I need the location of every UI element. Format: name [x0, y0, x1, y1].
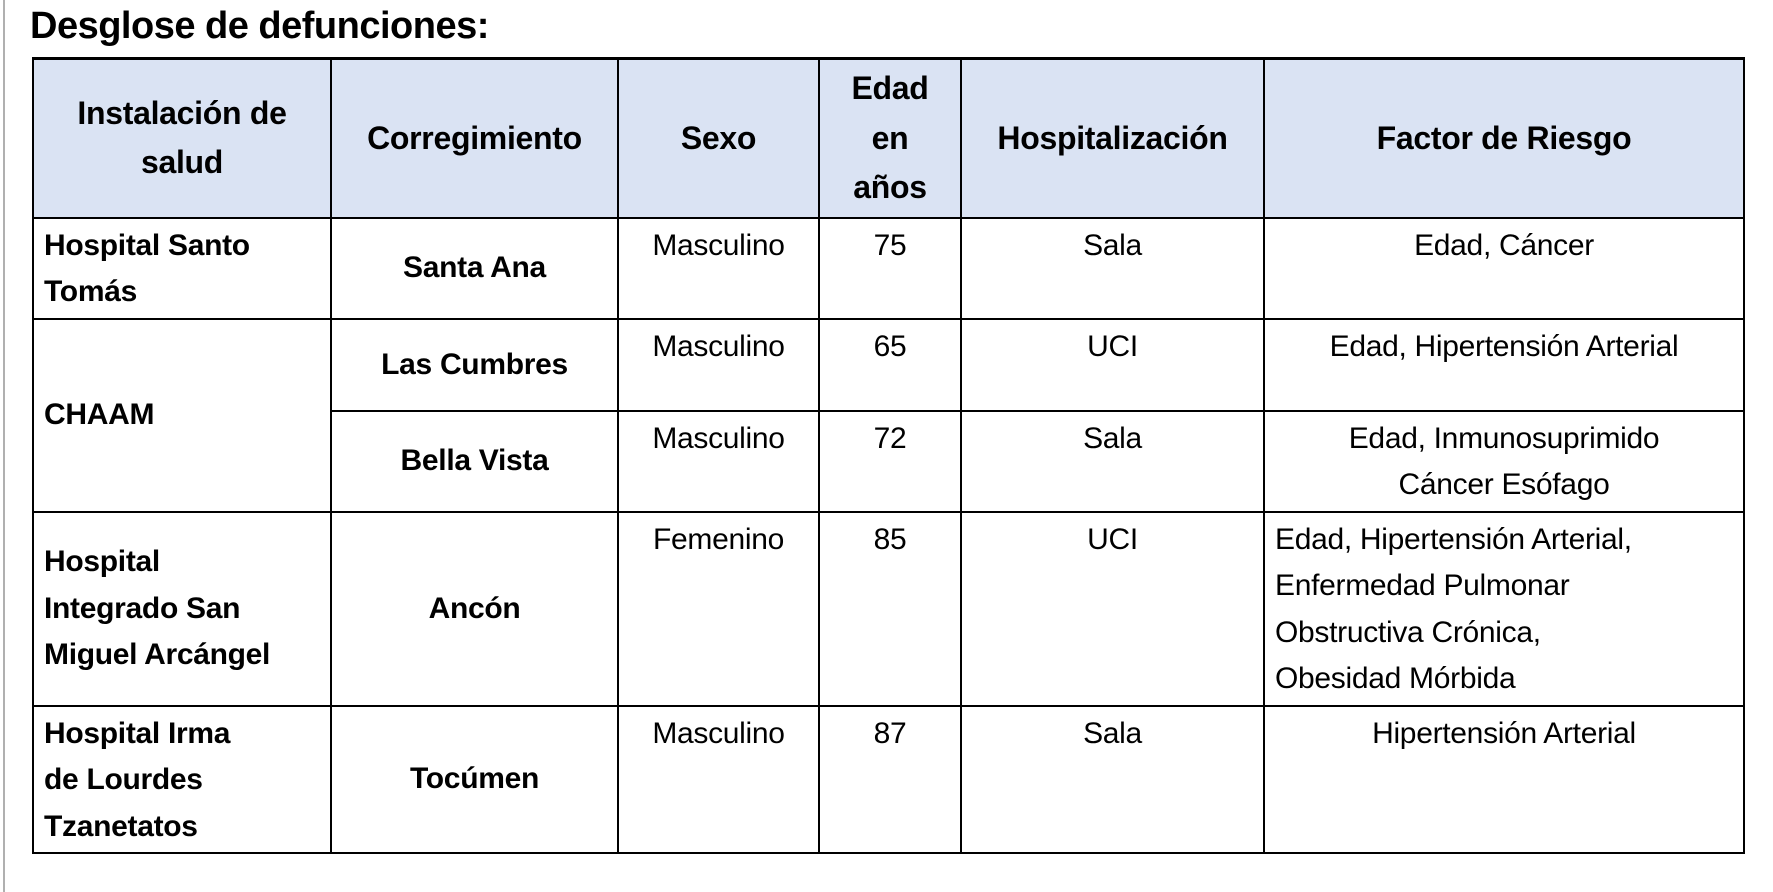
table-row: Hospital Santo Tomás Santa Ana Masculino…	[32, 216, 1745, 320]
cell-sexo: Masculino	[617, 216, 820, 320]
cell-factor-de-riesgo: Edad, Hipertensión Arterial, Enfermedad …	[1263, 510, 1745, 707]
cell-hospitalizacion: Sala	[960, 409, 1265, 513]
cell-sexo: Femenino	[617, 510, 820, 707]
cell-corregimiento: Tocúmen	[330, 704, 619, 855]
cell-factor-de-riesgo: Hipertensión Arterial	[1263, 704, 1745, 855]
cell-hospitalizacion: UCI	[960, 510, 1265, 707]
cell-corregimiento: Santa Ana	[330, 216, 619, 320]
cell-edad: 75	[818, 216, 962, 320]
page-edge-divider	[3, 0, 5, 892]
cell-edad: 85	[818, 510, 962, 707]
cell-hospitalizacion: UCI	[960, 317, 1265, 412]
cell-facility-merged: CHAAM	[32, 317, 332, 513]
deaths-breakdown-table: Instalación de salud Corregimiento Sexo …	[32, 56, 1745, 855]
cell-facility: Hospital Integrado San Miguel Arcángel	[32, 510, 332, 707]
cell-edad: 72	[818, 409, 962, 513]
column-header-edad-en-anos: Edad en años	[818, 56, 962, 219]
column-header-instalacion-de-salud: Instalación de salud	[32, 56, 332, 219]
page-title: Desglose de defunciones:	[30, 5, 489, 47]
table-row: Hospital Integrado San Miguel Arcángel A…	[32, 510, 1745, 707]
cell-hospitalizacion: Sala	[960, 704, 1265, 855]
cell-facility: Hospital Irma de Lourdes Tzanetatos	[32, 704, 332, 855]
cell-factor-de-riesgo: Edad, Inmunosuprimido Cáncer Esófago	[1263, 409, 1745, 513]
cell-sexo: Masculino	[617, 409, 820, 513]
table-row: CHAAM Las Cumbres Masculino 65 UCI Edad,…	[32, 317, 1745, 513]
cell-sexo: Masculino	[617, 704, 820, 855]
cell-corregimiento: Ancón	[330, 510, 619, 707]
column-header-corregimiento: Corregimiento	[330, 56, 619, 219]
column-header-factor-de-riesgo: Factor de Riesgo	[1263, 56, 1745, 219]
cell-edad: 65	[818, 317, 962, 412]
table-row: Hospital Irma de Lourdes Tzanetatos Tocú…	[32, 704, 1745, 855]
column-header-sexo: Sexo	[617, 56, 820, 219]
cell-factor-de-riesgo: Edad, Cáncer	[1263, 216, 1745, 320]
cell-corregimiento: Bella Vista	[330, 409, 619, 513]
column-header-hospitalizacion: Hospitalización	[960, 56, 1265, 219]
cell-hospitalizacion: Sala	[960, 216, 1265, 320]
cell-sexo: Masculino	[617, 317, 820, 412]
cell-edad: 87	[818, 704, 962, 855]
table-row: Bella Vista Masculino 72 Sala Edad, Inmu…	[33, 409, 1745, 513]
cell-facility: Hospital Santo Tomás	[32, 216, 332, 320]
table-header-row: Instalación de salud Corregimiento Sexo …	[32, 56, 1745, 219]
cell-corregimiento: Las Cumbres	[330, 317, 619, 412]
cell-factor-de-riesgo: Edad, Hipertensión Arterial	[1263, 317, 1745, 412]
